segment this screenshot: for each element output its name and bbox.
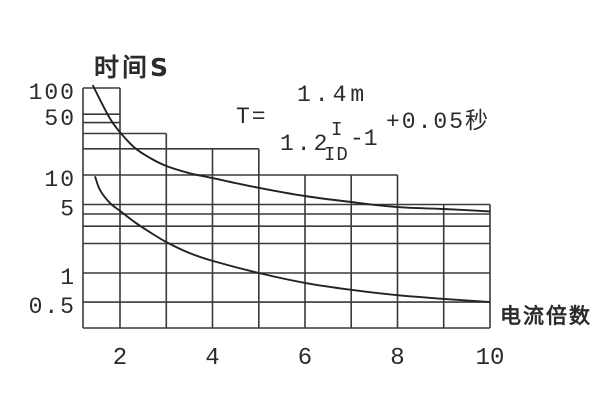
formula-lhs: T=	[236, 104, 268, 130]
lower-curve	[94, 175, 491, 304]
x-axis-title: 电流倍数	[500, 304, 592, 328]
y-tick-label: 1	[60, 265, 76, 291]
x-tick-label: 10	[476, 345, 505, 372]
formula-denominator-suffix: -1	[350, 126, 378, 152]
upper-curve	[91, 84, 491, 213]
y-tick-label: 5	[60, 197, 76, 223]
x-tick-label: 4	[205, 345, 219, 372]
formula-exponent-denominator: ID	[324, 144, 349, 166]
y-tick-label: 100	[29, 80, 76, 106]
y-tick-label: 50	[44, 106, 76, 132]
y-axis-title: 时间S	[94, 53, 172, 82]
y-tick-label: 0.5	[29, 294, 76, 320]
formula-exponent-numerator: I	[331, 119, 343, 141]
formula-numerator: 1.4m	[297, 82, 369, 108]
formula-denominator-base: 1.2	[280, 131, 331, 157]
x-tick-label: 6	[298, 345, 312, 372]
formula-suffix: +0.05秒	[386, 109, 491, 135]
y-tick-label: 10	[44, 167, 76, 193]
x-tick-label: 8	[390, 345, 404, 372]
x-tick-label: 2	[113, 345, 127, 372]
